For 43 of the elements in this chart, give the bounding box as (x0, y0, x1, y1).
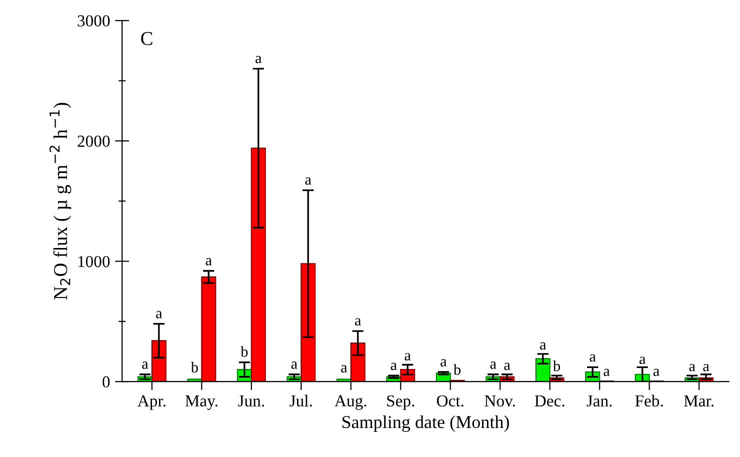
annotation: b (552, 360, 560, 372)
annotation: a (689, 364, 696, 372)
x-tick-label: Nov. (484, 395, 515, 407)
y-axis-title: N$_{2}$O flux ( µ g m$^{−2}$ h$^{−1}$) (49, 102, 72, 300)
annotation: a (504, 362, 510, 370)
y-tick-label: 3000 (78, 15, 110, 27)
annotation: a (305, 177, 312, 185)
annotation: a (341, 365, 348, 372)
x-tick-label: Dec. (534, 395, 564, 407)
x-tick-label: Feb. (635, 394, 663, 407)
annotation: a (206, 258, 212, 266)
annotation: a (490, 362, 496, 369)
annotation: a (355, 318, 362, 326)
annotation: a (291, 362, 298, 369)
annotation: a (256, 56, 262, 64)
y-tick-label: 0 (102, 376, 110, 388)
y-tick-label: 1000 (78, 256, 110, 268)
annotation: a (540, 342, 546, 350)
x-tick-label: Jul. (290, 394, 312, 407)
annotation: a (653, 368, 660, 376)
x-tick-label: Jun. (238, 395, 264, 407)
annotation: a (640, 356, 646, 364)
annotation: b (190, 362, 198, 372)
annotation: a (156, 311, 162, 318)
annotation: C (141, 32, 152, 46)
annotation: a (440, 359, 447, 366)
x-tick-label: Oct. (436, 395, 464, 407)
annotation: a (703, 364, 710, 372)
x-tick-label: Sep. (387, 395, 414, 410)
y-tick-label: 2000 (78, 136, 110, 147)
x-tick-label: Mar. (684, 395, 714, 407)
annotation: a (404, 353, 411, 360)
annotation: a (142, 362, 148, 369)
annotation: a (604, 368, 610, 376)
annotation: a (590, 354, 596, 362)
annotation: b (454, 364, 461, 375)
x-tick-label: May. (185, 395, 218, 410)
annotation: a (390, 362, 397, 370)
annotation: b (240, 346, 248, 357)
x-tick-label: Jan. (586, 395, 612, 407)
x-tick-label: Apr. (138, 395, 166, 410)
x-tick-label: Aug. (334, 395, 366, 410)
x-axis-title: Sampling date (Month) (342, 415, 509, 432)
